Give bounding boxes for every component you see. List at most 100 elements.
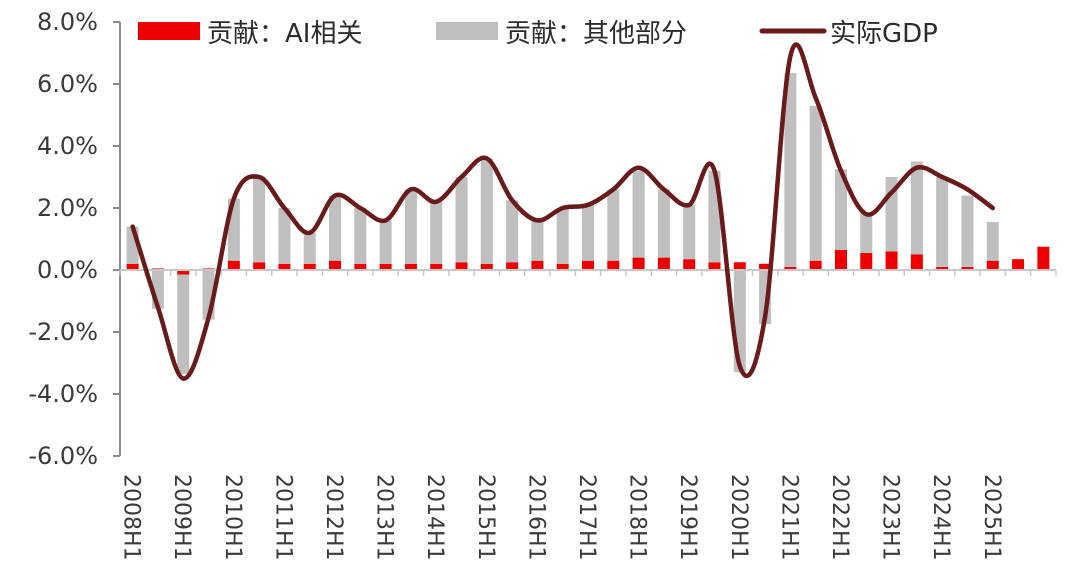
bar-ai-related — [253, 262, 266, 270]
bar-ai-related — [404, 263, 417, 270]
bar-other-part — [784, 73, 797, 267]
gdp-line — [130, 42, 996, 381]
legend-swatch-ai — [138, 22, 200, 40]
bar-other-part — [379, 220, 392, 264]
bar-other-part — [480, 158, 493, 264]
x-tick-label: 2022H1 — [827, 474, 852, 561]
x-tick-label: 2008H1 — [119, 474, 144, 561]
legend-label-gdp: 实际GDP — [830, 19, 938, 49]
bar-ai-related — [784, 266, 797, 270]
x-tick-label: 2020H1 — [726, 474, 751, 561]
bar-ai-related — [657, 257, 670, 270]
axes — [113, 21, 1057, 457]
bar-other-part — [936, 177, 949, 267]
bar-other-part — [683, 204, 696, 260]
legend-label-other: 贡献：其他部分 — [505, 19, 687, 49]
x-tick-label: 2016H1 — [523, 474, 548, 561]
x-tick-label: 2014H1 — [422, 474, 447, 561]
bar-other-part — [354, 208, 367, 264]
bar-ai-related — [834, 249, 847, 270]
bar-ai-related — [455, 262, 468, 270]
y-tick-label: 0.0% — [37, 256, 98, 284]
bar-other-part — [253, 177, 266, 263]
bar-ai-related — [531, 260, 544, 270]
bar-other-part — [303, 232, 316, 264]
bar-ai-related — [354, 263, 367, 270]
bar-other-part — [430, 201, 443, 264]
bar-ai-related — [556, 263, 569, 270]
bar-ai-related — [936, 266, 949, 270]
bar-ai-related — [809, 260, 822, 270]
bar-ai-related — [227, 260, 240, 270]
bar-ai-related — [860, 252, 873, 270]
bar-other-part — [910, 161, 923, 255]
x-tick-label: 2012H1 — [321, 474, 346, 561]
y-tick-label: 6.0% — [37, 70, 98, 98]
bar-other-part — [860, 212, 873, 253]
bar-other-part — [455, 177, 468, 263]
y-tick-label: 8.0% — [37, 8, 98, 36]
bar-ai-related — [708, 262, 721, 270]
bar-ai-related — [759, 263, 772, 270]
bar-ai-related — [379, 263, 392, 270]
bar-other-part — [278, 208, 291, 264]
bar-ai-related — [1012, 259, 1025, 270]
bar-other-part — [404, 189, 417, 264]
bar-ai-related — [278, 263, 291, 270]
bar-ai-related — [733, 262, 746, 270]
x-tick-label: 2025H1 — [979, 474, 1004, 561]
bar-series — [126, 73, 1050, 374]
bar-ai-related — [126, 263, 139, 270]
x-tick-label: 2018H1 — [625, 474, 650, 561]
bar-other-part — [506, 200, 519, 263]
legend: 贡献：AI相关 贡献：其他部分 实际GDP — [138, 19, 938, 49]
bar-ai-related — [329, 260, 342, 270]
x-tick-label: 2019H1 — [675, 474, 700, 561]
x-tick-label: 2013H1 — [372, 474, 397, 561]
legend-swatch-other — [436, 22, 498, 40]
bar-other-part — [531, 220, 544, 261]
bar-other-part — [632, 170, 645, 258]
legend-label-ai: 贡献：AI相关 — [207, 19, 362, 49]
bar-other-part — [329, 195, 342, 261]
x-tick-label: 2011H1 — [270, 474, 295, 561]
bar-other-part — [582, 204, 594, 261]
x-tick-label: 2023H1 — [878, 474, 903, 561]
gdp-line-series — [130, 42, 996, 381]
bar-ai-related — [1037, 246, 1050, 270]
bar-ai-related — [430, 263, 443, 270]
bar-ai-related — [480, 263, 493, 270]
bar-ai-related — [632, 257, 645, 270]
bar-ai-related — [177, 270, 190, 275]
x-tick-label: 2015H1 — [473, 474, 498, 561]
x-tick-label: 2024H1 — [928, 474, 953, 561]
bar-other-part — [986, 221, 999, 261]
bar-other-part — [961, 195, 974, 267]
y-tick-label: -6.0% — [28, 442, 98, 470]
bar-ai-related — [683, 259, 696, 270]
bar-other-part — [657, 189, 670, 258]
bar-ai-related — [506, 262, 519, 270]
x-tick-label: 2009H1 — [169, 474, 194, 561]
x-tick-label: 2010H1 — [220, 474, 245, 561]
bar-ai-related — [303, 263, 316, 270]
bar-other-part — [177, 274, 190, 374]
y-tick-label: 2.0% — [37, 194, 98, 222]
bar-other-part — [607, 189, 620, 261]
x-tick-label: 2021H1 — [776, 474, 801, 561]
x-tick-label: 2017H1 — [574, 474, 599, 561]
y-axis-labels: 8.0% 6.0% 4.0% 2.0% 0.0% -2.0% -4.0% -6.0% — [28, 8, 98, 470]
x-axis-labels: 2008H1 2009H1 2010H1 2011H1 2012H1 2013H1 2014… — [119, 474, 1004, 561]
bar-ai-related — [961, 266, 974, 270]
bar-other-part — [556, 208, 569, 264]
bar-ai-related — [910, 254, 923, 270]
bar-ai-related — [582, 260, 594, 270]
bar-ai-related — [986, 260, 999, 270]
bar-ai-related — [607, 260, 620, 270]
bar-other-part — [834, 169, 847, 250]
y-tick-label: 4.0% — [37, 132, 98, 160]
y-tick-label: -2.0% — [28, 318, 98, 346]
bar-ai-related — [885, 251, 898, 270]
bar-other-part — [809, 105, 822, 261]
